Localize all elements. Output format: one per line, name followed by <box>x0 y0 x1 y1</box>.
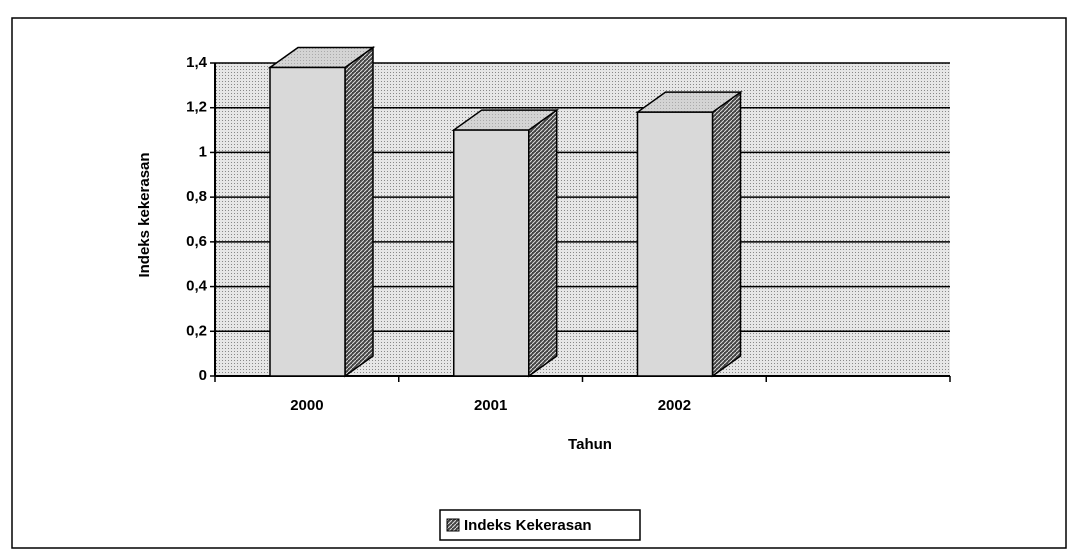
y-tick-label: 0,2 <box>186 322 207 339</box>
chart-border <box>11 17 1067 549</box>
legend-label: Indeks Kekerasan <box>464 517 592 534</box>
bar <box>453 129 530 377</box>
x-tick-label: 2002 <box>658 397 691 414</box>
bar-side <box>344 46 374 378</box>
x-tick-label: 2001 <box>474 397 507 414</box>
y-tick-label: 1,4 <box>186 54 208 71</box>
bar-side <box>528 108 558 378</box>
bar <box>636 111 714 377</box>
x-axis-label: Tahun <box>568 436 612 453</box>
y-tick-label: 0,8 <box>186 188 207 205</box>
legend <box>439 509 641 541</box>
legend-swatch <box>446 518 460 532</box>
bar <box>269 66 346 377</box>
x-tick-label: 2000 <box>290 397 323 414</box>
y-tick-label: 1,2 <box>186 99 207 116</box>
y-axis-label: Indeks kekerasan <box>136 152 153 277</box>
y-tick-label: 0 <box>199 367 207 384</box>
y-tick-label: 1 <box>199 143 207 160</box>
bar-side <box>711 90 742 378</box>
y-tick-label: 0,6 <box>186 233 207 250</box>
y-tick-label: 0,4 <box>186 278 208 295</box>
